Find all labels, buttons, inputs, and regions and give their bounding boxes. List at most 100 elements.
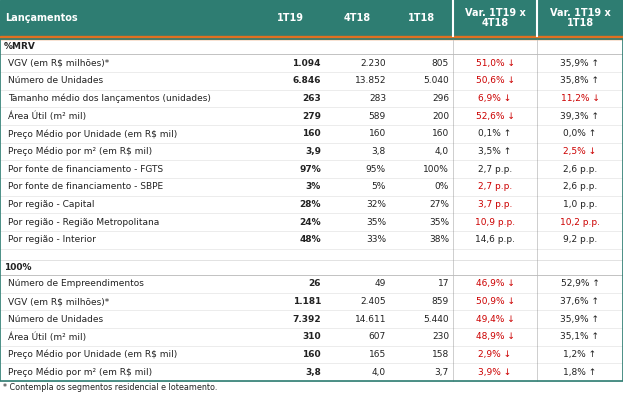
Text: 52,9% ↑: 52,9% ↑ xyxy=(561,279,599,288)
Text: Lançamentos: Lançamentos xyxy=(5,13,78,23)
Bar xyxy=(0,363,623,381)
Text: 2,6 p.p.: 2,6 p.p. xyxy=(563,182,597,191)
Text: 0,0% ↑: 0,0% ↑ xyxy=(563,130,597,138)
Text: Número de Unidades: Número de Unidades xyxy=(8,315,103,324)
Bar xyxy=(0,72,623,90)
Bar xyxy=(0,213,623,231)
Text: Área Útil (m² mil): Área Útil (m² mil) xyxy=(8,332,86,342)
Text: 1T19: 1T19 xyxy=(277,13,303,23)
Text: 805: 805 xyxy=(432,59,449,68)
Bar xyxy=(0,260,623,275)
Text: 1,2% ↑: 1,2% ↑ xyxy=(563,350,597,359)
Text: VGV (em R$ milhões)*: VGV (em R$ milhões)* xyxy=(8,297,109,306)
Text: Por fonte de financiamento - FGTS: Por fonte de financiamento - FGTS xyxy=(8,165,163,174)
Text: 35,8% ↑: 35,8% ↑ xyxy=(561,76,599,85)
Text: 279: 279 xyxy=(302,112,321,121)
Bar xyxy=(0,125,623,143)
Text: 26: 26 xyxy=(308,279,321,288)
Text: 1T18: 1T18 xyxy=(566,18,594,28)
Text: 52,6% ↓: 52,6% ↓ xyxy=(475,112,515,121)
Text: 3,5% ↑: 3,5% ↑ xyxy=(478,147,511,156)
Text: Número de Unidades: Número de Unidades xyxy=(8,76,103,85)
Text: 2,9% ↓: 2,9% ↓ xyxy=(478,350,511,359)
Text: 2,7 p.p.: 2,7 p.p. xyxy=(478,165,512,174)
Text: 1,0 p.p.: 1,0 p.p. xyxy=(563,200,597,209)
Text: 35%: 35% xyxy=(366,218,386,227)
Bar xyxy=(0,160,623,178)
Text: 2,5% ↓: 2,5% ↓ xyxy=(563,147,597,156)
Bar xyxy=(0,346,623,363)
Bar xyxy=(0,143,623,160)
Text: 4T18: 4T18 xyxy=(344,13,371,23)
Text: 24%: 24% xyxy=(300,218,321,227)
Text: 3,9: 3,9 xyxy=(305,147,321,156)
Text: 10,2 p.p.: 10,2 p.p. xyxy=(560,218,600,227)
Text: 1.094: 1.094 xyxy=(293,59,321,68)
Text: 38%: 38% xyxy=(429,235,449,244)
Text: 1.181: 1.181 xyxy=(293,297,321,306)
Bar xyxy=(0,293,623,310)
Text: 7.392: 7.392 xyxy=(292,315,321,324)
Text: 48%: 48% xyxy=(300,235,321,244)
Text: 160: 160 xyxy=(302,350,321,359)
Text: 2,7 p.p.: 2,7 p.p. xyxy=(478,182,512,191)
Text: 13.852: 13.852 xyxy=(354,76,386,85)
Text: 11,2% ↓: 11,2% ↓ xyxy=(561,94,599,103)
Bar xyxy=(0,328,623,346)
Text: 3,7 p.p.: 3,7 p.p. xyxy=(478,200,512,209)
Text: 9,2 p.p.: 9,2 p.p. xyxy=(563,235,597,244)
Bar xyxy=(0,275,623,293)
Text: Por fonte de financiamento - SBPE: Por fonte de financiamento - SBPE xyxy=(8,182,163,191)
Text: 3%: 3% xyxy=(306,182,321,191)
Text: Preço Médio por Unidade (em R$ mil): Preço Médio por Unidade (em R$ mil) xyxy=(8,350,178,359)
Text: 589: 589 xyxy=(369,112,386,121)
Text: Tamanho médio dos lançamentos (unidades): Tamanho médio dos lançamentos (unidades) xyxy=(8,94,211,103)
Text: Preço Médio por Unidade (em R$ mil): Preço Médio por Unidade (em R$ mil) xyxy=(8,129,178,139)
Text: 4,0: 4,0 xyxy=(372,368,386,377)
Text: 0%: 0% xyxy=(435,182,449,191)
Text: 200: 200 xyxy=(432,112,449,121)
Text: Var. 1T19 x: Var. 1T19 x xyxy=(465,8,525,18)
Text: 859: 859 xyxy=(432,297,449,306)
Bar xyxy=(0,178,623,196)
Bar xyxy=(0,196,623,213)
Text: 33%: 33% xyxy=(366,235,386,244)
Text: 97%: 97% xyxy=(299,165,321,174)
Text: 49,4% ↓: 49,4% ↓ xyxy=(475,315,515,324)
Text: 95%: 95% xyxy=(366,165,386,174)
Text: 35,1% ↑: 35,1% ↑ xyxy=(561,332,599,341)
Text: 230: 230 xyxy=(432,332,449,341)
Text: 165: 165 xyxy=(369,350,386,359)
Text: 160: 160 xyxy=(432,130,449,138)
Text: 5.040: 5.040 xyxy=(423,76,449,85)
Bar xyxy=(0,39,623,55)
Text: * Contempla os segmentos residencial e loteamento.: * Contempla os segmentos residencial e l… xyxy=(3,384,217,393)
Bar xyxy=(0,36,623,39)
Text: 100%: 100% xyxy=(4,263,32,272)
Text: 4T18: 4T18 xyxy=(482,18,508,28)
Bar xyxy=(0,231,623,248)
Text: 35,9% ↑: 35,9% ↑ xyxy=(561,59,599,68)
Bar xyxy=(0,39,623,381)
Text: 0,1% ↑: 0,1% ↑ xyxy=(478,130,511,138)
Text: 3,8: 3,8 xyxy=(305,368,321,377)
Text: 607: 607 xyxy=(369,332,386,341)
Bar xyxy=(0,90,623,107)
Text: 160: 160 xyxy=(302,130,321,138)
Text: 50,9% ↓: 50,9% ↓ xyxy=(475,297,515,306)
Text: Var. 1T19 x: Var. 1T19 x xyxy=(549,8,611,18)
Text: 5.440: 5.440 xyxy=(424,315,449,324)
Text: 32%: 32% xyxy=(366,200,386,209)
Text: Preço Médio por m² (em R$ mil): Preço Médio por m² (em R$ mil) xyxy=(8,147,152,156)
Text: 35%: 35% xyxy=(429,218,449,227)
Text: 27%: 27% xyxy=(429,200,449,209)
Text: 296: 296 xyxy=(432,94,449,103)
Text: Preço Médio por m² (em R$ mil): Preço Médio por m² (em R$ mil) xyxy=(8,367,152,377)
Text: 283: 283 xyxy=(369,94,386,103)
Text: 310: 310 xyxy=(302,332,321,341)
Bar xyxy=(0,248,623,260)
Text: 28%: 28% xyxy=(300,200,321,209)
Text: 6.846: 6.846 xyxy=(293,76,321,85)
Text: 5%: 5% xyxy=(372,182,386,191)
Bar xyxy=(0,310,623,328)
